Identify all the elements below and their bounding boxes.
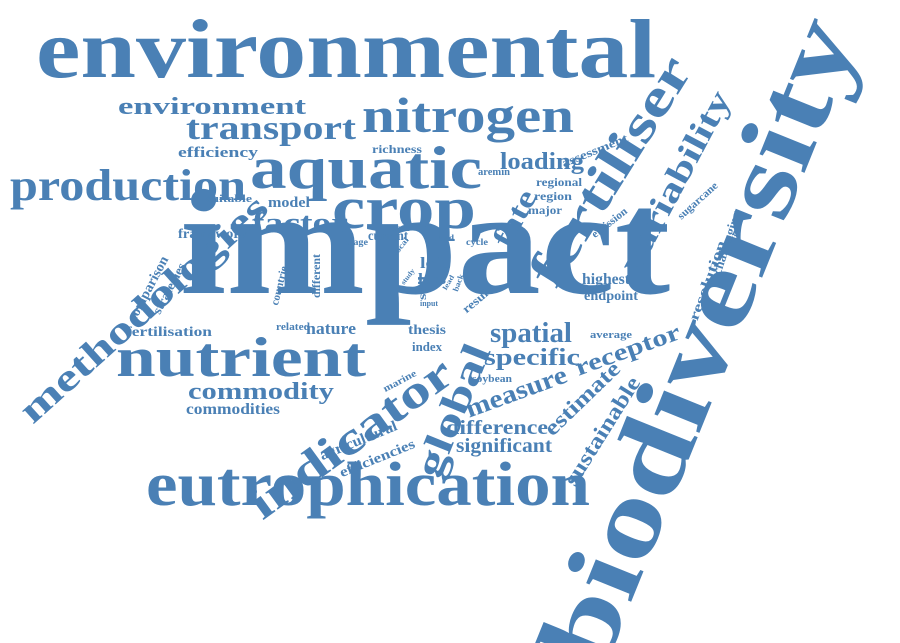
- word-nature: nature: [306, 319, 357, 338]
- word-specific: specific: [484, 345, 580, 371]
- word-region: region: [534, 189, 573, 203]
- word-land: land: [436, 233, 455, 243]
- word-major: major: [528, 203, 562, 217]
- word-different: different: [309, 254, 323, 298]
- word-loss: loss: [418, 271, 446, 288]
- word-highest: highest: [582, 271, 630, 288]
- word-framework: framework: [178, 227, 249, 242]
- word-spatial: spatial: [490, 318, 572, 349]
- word-suitable: suitable: [206, 193, 253, 205]
- word-transport: transport: [186, 110, 357, 147]
- word-efficiency: efficiency: [178, 145, 259, 161]
- word-lcia: lcia: [420, 255, 450, 272]
- word-average: average: [590, 329, 633, 341]
- word-stage: stage: [346, 237, 368, 247]
- word-context: context: [387, 261, 398, 302]
- word-trade: trade: [390, 223, 411, 233]
- word-factor: factor: [252, 208, 348, 239]
- word-crop: crop: [332, 175, 476, 241]
- word-nutrient: nutrient: [116, 327, 367, 389]
- word-significant: significant: [456, 435, 553, 457]
- word-model: model: [268, 195, 310, 211]
- word-richness: richness: [372, 142, 422, 156]
- word-difference: difference: [446, 417, 549, 439]
- word-aremin: aremin: [478, 167, 510, 178]
- word-production: production: [10, 161, 247, 210]
- word-related: related: [276, 321, 311, 333]
- word-soybean: soybean: [472, 373, 512, 385]
- word-eutrophication: eutrophication: [146, 451, 590, 519]
- word-environment: environment: [118, 94, 307, 120]
- word-cycle: cycle: [466, 237, 489, 247]
- word-environmental: environmental: [36, 3, 657, 96]
- word-endpoint: endpoint: [584, 289, 638, 304]
- word-aquatic: aquatic: [250, 135, 483, 201]
- word-fertilisation: fertilisation: [126, 325, 212, 340]
- word-commodities: commodities: [186, 401, 280, 418]
- word-regional: regional: [536, 175, 583, 189]
- word-commodity: commodity: [188, 379, 334, 405]
- word-impact: impact: [180, 160, 671, 326]
- word-soil: soil: [415, 275, 429, 300]
- word-loading: loading: [500, 149, 585, 175]
- word-index: index: [412, 339, 443, 354]
- word-thesis: thesis: [408, 323, 447, 338]
- word-nitrogen: nitrogen: [362, 87, 574, 143]
- word-current: current: [368, 229, 409, 244]
- word-input: input: [420, 299, 438, 308]
